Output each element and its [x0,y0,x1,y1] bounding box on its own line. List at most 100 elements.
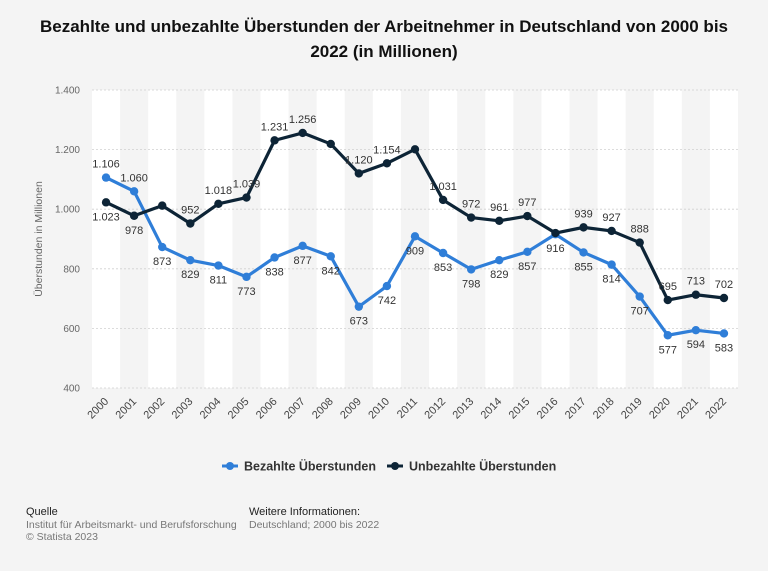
data-label: 978 [125,225,143,237]
x-tick-label: 2018 [591,396,617,422]
data-label: 798 [462,278,480,290]
y-tick-label: 400 [63,384,80,395]
data-label: 1.120 [345,154,373,166]
data-label: 1.039 [233,179,261,191]
data-label: 842 [322,265,340,277]
data-label: 1.060 [120,172,148,184]
x-tick-label: 2006 [254,396,280,422]
legend-swatch-marker [226,462,234,470]
x-tick-label: 2019 [619,396,645,422]
plot-band [260,90,289,388]
data-point [410,232,420,241]
x-tick-label: 2016 [535,396,561,422]
data-label: 916 [546,243,564,255]
data-label: 773 [237,286,255,298]
data-label: 909 [406,245,424,257]
data-point [158,201,167,210]
data-point [410,145,420,154]
data-point [579,248,588,257]
data-point [354,302,364,311]
plot-band [429,90,458,388]
data-label: 1.256 [289,114,317,126]
data-point [438,195,448,205]
copyright-text: © Statista 2023 [26,531,98,543]
data-label: 695 [659,281,677,293]
source-text: Institut für Arbeitsmarkt- und Berufsfor… [26,518,237,531]
x-tick-label: 2010 [366,396,392,422]
data-point [495,216,504,226]
data-label: 977 [518,197,536,209]
data-point [495,255,504,265]
x-tick-label: 2005 [226,396,252,422]
x-tick-label: 2001 [113,396,139,422]
data-label: 927 [602,212,620,224]
plot-band [485,90,514,388]
data-point [242,272,251,282]
x-tick-label: 2021 [675,396,701,422]
x-tick-label: 2017 [563,396,589,422]
y-tick-label: 800 [63,264,80,275]
info-block: Weitere Informationen: Deutschland; 2000… [249,506,379,531]
x-tick-label: 2011 [395,396,420,421]
x-tick-label: 2003 [170,396,196,422]
legend-swatch-marker [391,462,399,470]
data-point [129,187,139,196]
data-label: 829 [181,269,199,281]
data-point [607,260,616,269]
y-tick-label: 1.000 [55,205,80,216]
data-label: 853 [434,262,452,274]
data-label: 1.154 [373,144,401,156]
data-label: 1.031 [429,181,457,193]
data-label: 1.018 [205,185,233,197]
data-label: 829 [490,269,508,281]
data-point [691,325,701,335]
info-heading: Weitere Informationen: [249,506,361,518]
x-tick-label: 2013 [450,396,476,422]
x-tick-label: 2000 [85,396,111,422]
data-point [326,139,335,149]
data-point [663,331,672,340]
source-heading: Quelle [26,506,58,518]
data-label: 888 [631,224,649,236]
data-point [663,295,672,305]
data-label: 877 [293,255,311,267]
data-label: 855 [574,261,592,273]
data-label: 1.106 [92,159,120,171]
y-axis-title: Überstunden in Millionen [33,181,45,297]
data-point [214,261,223,270]
data-point [129,211,139,220]
plot-band [148,90,177,388]
data-point [242,193,251,202]
data-label: 873 [153,256,171,268]
data-label: 972 [462,199,480,211]
data-point [101,198,111,207]
data-label: 577 [659,344,677,356]
x-tick-label: 2009 [338,396,364,422]
data-label: 1.023 [92,211,120,223]
data-point [579,223,588,232]
x-tick-label: 2015 [507,396,533,422]
data-point [466,265,476,274]
data-point [326,252,335,261]
data-point [523,247,532,257]
data-label: 811 [210,275,228,287]
data-point [298,128,307,138]
data-label: 742 [378,295,396,307]
data-label: 673 [350,316,368,328]
y-tick-label: 1.400 [55,86,80,97]
data-point [719,293,729,303]
plot-band [316,90,345,388]
x-tick-label: 2014 [479,396,505,422]
data-point [270,136,279,145]
x-tick-label: 2002 [142,396,168,422]
line-chart: 400 600 800 1.000 1.200 1.400 Überstunden in M… [33,86,738,474]
plot-band [597,90,626,388]
data-point [691,290,701,299]
y-tick-label: 600 [63,324,80,335]
x-tick-label: 2008 [310,396,336,422]
data-point [298,241,307,251]
data-point [438,248,448,258]
x-tick-label: 2012 [422,396,448,422]
x-tick-label: 2007 [282,396,308,422]
data-point [719,329,729,338]
